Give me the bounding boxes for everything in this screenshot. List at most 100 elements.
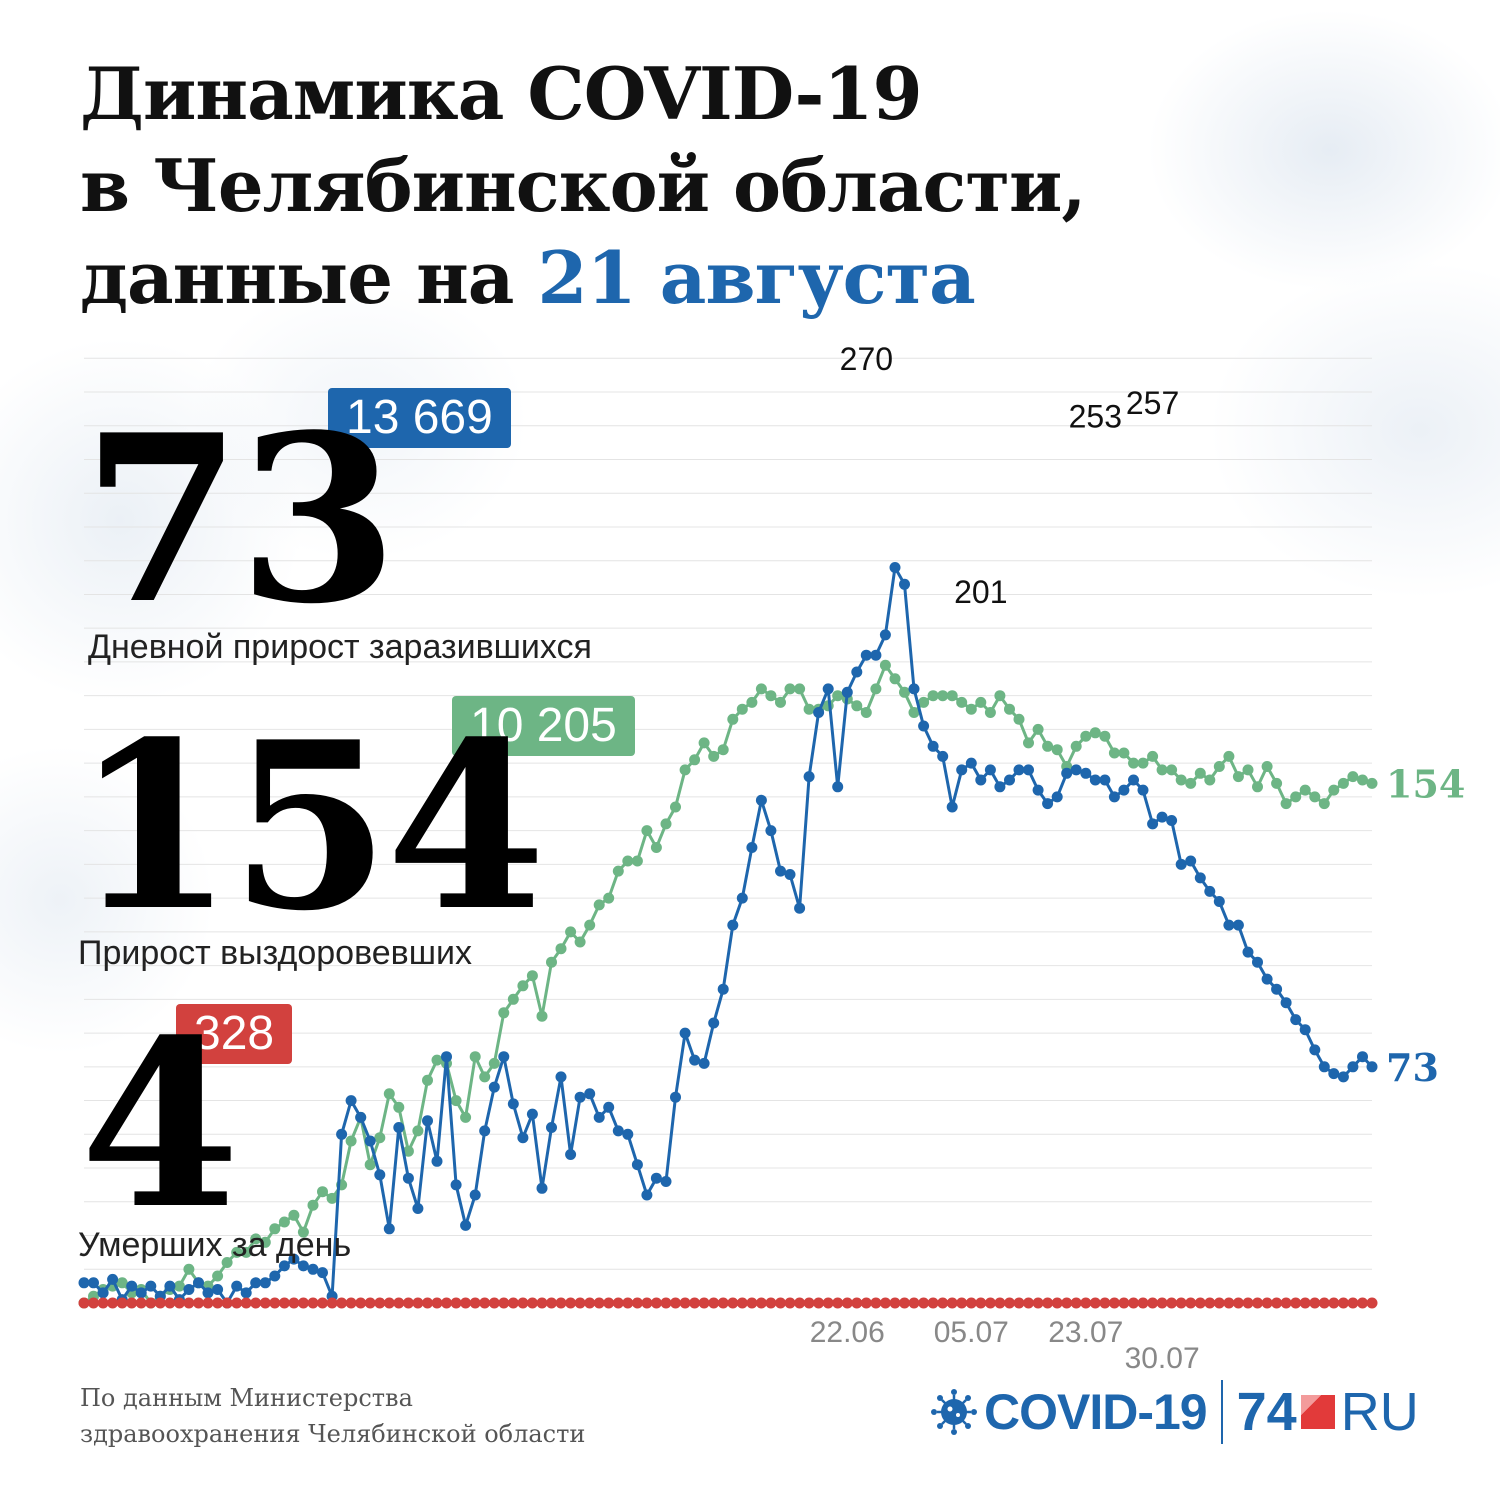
data-point-deaths [135, 1297, 147, 1309]
data-point-deaths [526, 1297, 538, 1309]
data-point-deaths [736, 1297, 748, 1309]
data-point-infected [1299, 1024, 1311, 1036]
data-point-infected [88, 1277, 99, 1289]
data-point-infected [641, 1189, 653, 1201]
data-point-recovered [431, 1054, 443, 1066]
data-point-deaths [364, 1297, 376, 1309]
data-point-recovered [212, 1270, 224, 1282]
data-point-recovered [383, 1088, 395, 1100]
data-point-infected [536, 1182, 548, 1194]
data-point-infected [1137, 784, 1149, 796]
data-point-deaths [889, 1297, 901, 1309]
data-point-deaths [822, 1297, 834, 1309]
data-point-recovered [1175, 774, 1187, 786]
data-point-deaths [946, 1297, 958, 1309]
data-point-infected [1261, 973, 1273, 985]
data-point-recovered [794, 683, 806, 695]
data-point-infected [622, 1128, 634, 1140]
data-point-deaths [1013, 1297, 1025, 1309]
data-point-infected [355, 1111, 367, 1123]
data-point-deaths [507, 1297, 519, 1309]
data-point-recovered [612, 865, 624, 877]
data-point-recovered [1147, 750, 1159, 762]
logo-divider [1220, 1380, 1223, 1444]
data-point-deaths [173, 1297, 185, 1309]
data-point-infected [107, 1273, 119, 1285]
data-point-recovered [1309, 791, 1321, 803]
data-point-recovered [593, 899, 605, 911]
title-line-2: в Челябинской области, [80, 143, 1086, 228]
data-point-recovered [622, 855, 634, 867]
data-point-infected [775, 865, 786, 877]
data-point-recovered [183, 1263, 195, 1275]
recovered-total-badge: 10 205 [452, 696, 635, 756]
data-point-deaths [412, 1297, 424, 1309]
data-point-deaths [1271, 1297, 1283, 1309]
data-point-deaths [1357, 1297, 1368, 1309]
data-point-recovered [1299, 784, 1311, 796]
data-point-recovered [1347, 771, 1359, 783]
data-point-infected [183, 1284, 195, 1295]
data-point-recovered [412, 1125, 424, 1137]
data-point-recovered [1261, 761, 1273, 772]
data-point-infected [374, 1169, 386, 1181]
data-point-deaths [775, 1297, 786, 1309]
data-point-infected [1318, 1061, 1330, 1073]
data-point-deaths [460, 1297, 472, 1309]
data-point-deaths [860, 1297, 872, 1309]
data-point-deaths [374, 1297, 386, 1309]
data-point-recovered [231, 1246, 243, 1258]
data-point-deaths [97, 1297, 109, 1309]
data-point-infected [631, 1159, 643, 1171]
data-point-infected [813, 707, 825, 718]
data-point-recovered [507, 993, 519, 1005]
data-point-recovered [708, 750, 720, 762]
data-point-infected [507, 1098, 519, 1110]
data-point-recovered [832, 690, 844, 702]
data-point-infected [851, 666, 863, 678]
data-point-deaths [498, 1297, 510, 1309]
data-point-deaths [641, 1297, 653, 1309]
data-point-deaths [441, 1297, 452, 1309]
data-point-recovered [631, 855, 643, 867]
data-point-recovered [1232, 771, 1244, 783]
data-point-infected [1223, 919, 1235, 931]
data-point-recovered [851, 700, 863, 712]
data-point-infected [1204, 885, 1216, 897]
data-point-deaths [1309, 1297, 1321, 1309]
data-point-deaths [88, 1297, 99, 1309]
data-point-recovered [1204, 774, 1216, 786]
end-value-label-infected: 73 [1386, 1045, 1439, 1090]
data-point-recovered [278, 1216, 290, 1228]
data-point-infected [784, 869, 796, 880]
data-point-deaths [1185, 1297, 1197, 1309]
data-point-deaths [212, 1297, 224, 1309]
data-point-recovered [1223, 750, 1235, 762]
data-point-deaths [1061, 1297, 1073, 1309]
data-point-recovered [889, 673, 901, 685]
data-point-deaths [1347, 1297, 1359, 1309]
data-point-deaths [479, 1297, 491, 1309]
data-point-infected [1108, 791, 1120, 803]
data-point-infected [689, 1054, 701, 1066]
data-point-infected [822, 683, 834, 695]
data-point-infected [479, 1125, 491, 1137]
page-title: Динамика COVID-19 в Челябинской области,… [80, 48, 1086, 324]
data-point-recovered [1328, 784, 1340, 796]
data-point-recovered [240, 1246, 252, 1258]
data-point-deaths [1299, 1297, 1311, 1309]
data-point-infected [135, 1287, 147, 1299]
data-point-deaths [536, 1297, 548, 1309]
data-point-deaths [813, 1297, 825, 1309]
data-point-infected [1194, 872, 1206, 884]
data-point-recovered [488, 1057, 500, 1069]
data-point-deaths [984, 1297, 996, 1309]
data-point-infected [1061, 767, 1073, 779]
data-point-infected [212, 1284, 224, 1295]
data-point-recovered [603, 892, 615, 904]
data-point-infected [908, 683, 920, 695]
title-prefix: данные на [80, 235, 514, 320]
data-point-recovered [317, 1186, 328, 1198]
data-point-infected [250, 1277, 262, 1289]
data-point-deaths [765, 1297, 777, 1309]
